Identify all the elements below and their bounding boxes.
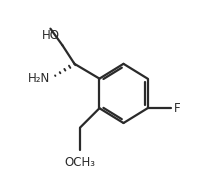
Text: H₂N: H₂N [28,72,50,85]
Text: HO: HO [41,29,59,42]
Text: OCH₃: OCH₃ [64,156,96,169]
Text: F: F [173,102,180,115]
